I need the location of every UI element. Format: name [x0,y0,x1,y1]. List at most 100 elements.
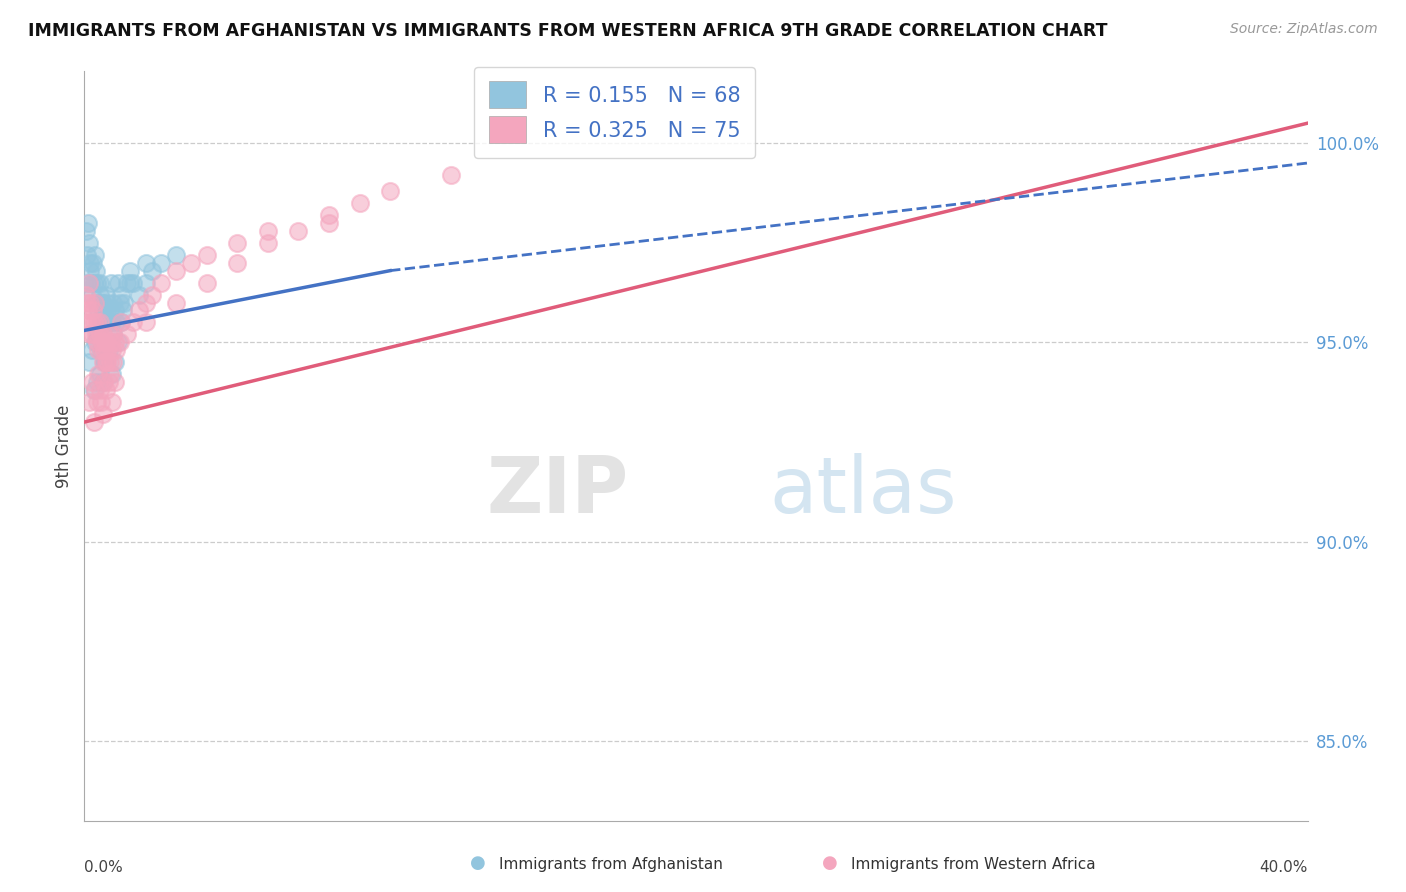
Point [84,327,107,342]
Point [86,276,108,290]
Point [90,343,112,358]
Y-axis label: 9th Grade: 9th Grade [55,404,73,488]
Point [89,383,111,397]
Point [165,295,187,310]
Point [149,255,172,269]
Point [112,295,135,310]
Point [257,235,280,250]
Point [80,276,103,290]
Point [90,343,112,358]
Point [100,276,122,290]
Point [165,248,187,262]
Point [91,355,114,369]
Point [105,343,128,358]
Point [86,395,108,409]
Point [91,295,114,310]
Point [101,368,124,382]
Point [165,263,187,277]
Point [79,295,101,310]
Point [100,335,122,350]
Point [80,343,103,358]
Point [98,355,121,369]
Point [77,276,100,290]
Point [79,255,101,269]
Point [128,303,150,318]
Point [98,303,121,318]
Point [76,276,98,290]
Point [94,383,117,397]
Point [77,395,100,409]
Point [108,295,131,310]
Point [111,303,134,318]
Point [91,335,114,350]
Point [76,315,98,329]
Point [82,255,104,269]
Text: IMMIGRANTS FROM AFGHANISTAN VS IMMIGRANTS FROM WESTERN AFRICA 9TH GRADE CORRELAT: IMMIGRANTS FROM AFGHANISTAN VS IMMIGRANT… [28,22,1108,40]
Point [84,248,107,262]
Point [101,343,124,358]
Point [120,276,142,290]
Text: 40.0%: 40.0% [1260,860,1308,874]
Point [91,295,114,310]
Point [83,315,105,329]
Text: ZIP: ZIP [486,453,628,529]
Point [104,376,127,390]
Point [91,407,114,421]
Point [318,216,340,230]
Point [97,376,120,390]
Point [110,287,132,301]
Point [94,335,117,350]
Point [135,315,157,329]
Point [83,415,105,429]
Point [89,327,111,342]
Point [93,376,115,390]
Point [318,208,340,222]
Point [349,195,371,210]
Point [89,368,111,382]
Point [76,248,98,262]
Point [98,315,121,329]
Point [103,295,125,310]
Point [257,224,280,238]
Point [89,315,111,329]
Point [107,335,129,350]
Point [104,335,127,350]
Point [86,335,108,350]
Point [91,303,114,318]
Point [195,276,218,290]
Point [80,315,103,329]
Text: Source: ZipAtlas.com: Source: ZipAtlas.com [1230,22,1378,37]
Point [97,343,120,358]
Text: ●: ● [821,855,838,872]
Point [77,235,100,250]
Point [103,327,125,342]
Point [115,276,138,290]
Point [96,335,118,350]
Point [110,315,132,329]
Text: 0.0%: 0.0% [84,860,124,874]
Point [108,335,131,350]
Point [128,287,150,301]
Text: Immigrants from Western Africa: Immigrants from Western Africa [851,857,1095,872]
Point [101,315,124,329]
Point [226,235,249,250]
Point [104,355,127,369]
Point [96,335,118,350]
Point [96,355,118,369]
Point [91,376,114,390]
Point [440,168,463,182]
Point [87,368,110,382]
Point [122,315,145,329]
Point [93,343,115,358]
Point [135,276,157,290]
Point [87,327,110,342]
Point [105,315,128,329]
Point [96,295,118,310]
Point [107,276,129,290]
Point [76,295,98,310]
Point [77,355,100,369]
Point [110,315,132,329]
Point [96,343,118,358]
Point [87,343,110,358]
Point [89,276,111,290]
